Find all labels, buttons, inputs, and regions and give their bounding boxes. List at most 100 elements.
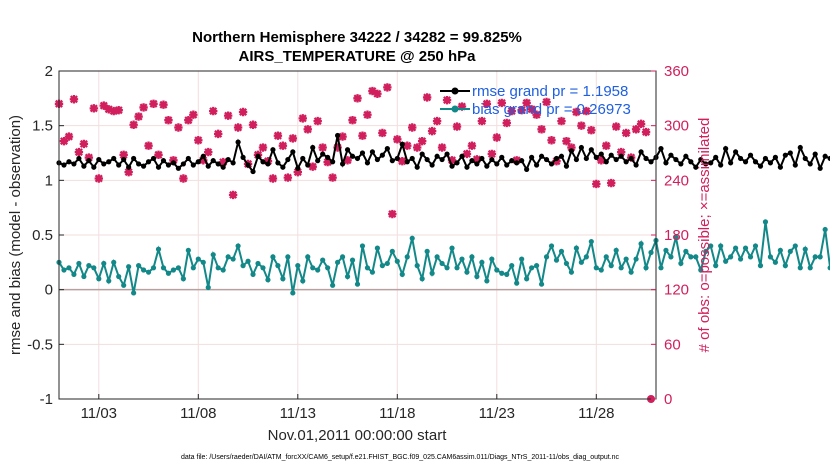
footer-data-file: data file: /Users/raeder/DAI/ATM_forcXX/…: [181, 454, 620, 461]
bias-point-85: [479, 259, 485, 265]
obs-point-53: [318, 143, 327, 152]
bias-point-102: [563, 260, 570, 267]
obs-point-61: [358, 131, 367, 140]
bias-point-95: [529, 265, 535, 271]
obs-point-98: [542, 97, 551, 107]
obs-point-84: [472, 155, 482, 164]
rmse-point-149: [797, 144, 803, 151]
obs-point-64: [373, 89, 382, 98]
obs-point-7: [89, 104, 99, 113]
bias-point-100: [553, 257, 560, 263]
bias-point-29: [200, 259, 206, 265]
bias-point-41: [260, 265, 266, 271]
rmse-point-126: [683, 153, 689, 159]
rmse-point-60: [354, 155, 361, 162]
bias-point-143: [767, 254, 774, 260]
bias-point-113: [618, 265, 624, 271]
bias-point-107: [588, 238, 594, 245]
bias-point-126: [683, 248, 689, 254]
bias-point-138: [742, 245, 749, 251]
rmse-point-146: [782, 152, 788, 158]
rmse-point-53: [320, 151, 326, 157]
obs-point-25: [179, 174, 188, 183]
bias-point-15: [131, 290, 137, 296]
obs-point-49: [298, 114, 307, 123]
obs-point-54: [323, 157, 332, 167]
rmse-point-22: [165, 162, 172, 168]
bias-point-79: [449, 245, 455, 251]
obs-point-100: [552, 157, 561, 166]
bias-point-110: [603, 254, 609, 260]
rmse-point-139: [747, 152, 754, 158]
rmse-point-24: [175, 165, 181, 171]
y-tick-label-6: 2: [45, 63, 53, 80]
legend-rmse-label: rmse grand pr = 1.1958: [472, 83, 628, 100]
rmse-point-56: [335, 132, 341, 139]
bias-point-151: [807, 265, 813, 271]
obs-point-80: [452, 122, 462, 131]
bias-point-112: [613, 247, 619, 253]
bias-point-31: [210, 252, 216, 258]
obs-point-30: [204, 147, 213, 157]
bias-point-139: [747, 254, 754, 260]
bias-point-34: [225, 254, 231, 260]
bias-point-105: [578, 259, 584, 265]
bias-point-65: [379, 263, 385, 269]
bias-point-80: [454, 265, 460, 271]
bias-point-44: [275, 263, 281, 269]
rmse-point-87: [489, 156, 495, 163]
obs-point-6: [84, 153, 94, 162]
obs-point-105: [577, 121, 586, 130]
rmse-point-93: [519, 158, 525, 164]
obs-point-56: [333, 143, 342, 152]
bias-point-25: [180, 276, 186, 282]
rmse-point-9: [101, 161, 107, 167]
rmse-point-118: [643, 155, 649, 162]
obs-point-110: [602, 141, 611, 150]
obs-point-35: [228, 190, 238, 200]
bias-point-88: [494, 267, 500, 273]
obs-point-15: [129, 120, 138, 129]
bias-point-16: [136, 263, 142, 269]
bias-point-19: [150, 265, 157, 271]
rmse-point-30: [205, 163, 211, 169]
bias-point-38: [245, 258, 251, 264]
bias-point-66: [384, 260, 390, 267]
rmse-point-150: [802, 155, 808, 162]
bias-point-30: [205, 284, 211, 291]
rmse-point-69: [399, 141, 405, 147]
rmse-point-114: [623, 159, 629, 165]
obs-point-4: [74, 147, 84, 157]
obs-point-32: [214, 129, 223, 139]
bias-point-129: [698, 267, 704, 273]
bias-point-136: [733, 245, 739, 251]
obs-point-18: [144, 141, 153, 150]
rmse-point-134: [723, 146, 729, 152]
rmse-point-142: [762, 155, 769, 162]
bias-point-123: [668, 254, 674, 260]
rmse-point-68: [394, 155, 400, 162]
bias-point-149: [797, 265, 803, 271]
rmse-point-123: [668, 152, 674, 158]
rmse-point-13: [121, 156, 127, 163]
obs-point-37: [238, 107, 248, 117]
rmse-point-116: [633, 162, 639, 168]
obs-point-99: [547, 136, 556, 145]
obs-point-8: [94, 174, 103, 183]
bias-point-72: [414, 263, 420, 269]
obs-point-60: [353, 94, 362, 103]
rmse-point-33: [220, 164, 226, 170]
rmse-point-145: [777, 164, 783, 170]
rmse-point-104: [573, 156, 580, 163]
rmse-point-27: [190, 162, 196, 168]
rmse-point-19: [150, 155, 157, 162]
obs-point-50: [303, 125, 312, 134]
bias-point-132: [713, 263, 719, 269]
obs-point-26: [184, 116, 193, 125]
obs-point-55: [328, 173, 337, 182]
rmse-point-20: [155, 164, 162, 170]
obs-point-13: [119, 150, 128, 160]
bias-point-62: [364, 265, 371, 271]
obs-point-104: [572, 107, 581, 117]
rmse-point-154: [822, 153, 828, 159]
